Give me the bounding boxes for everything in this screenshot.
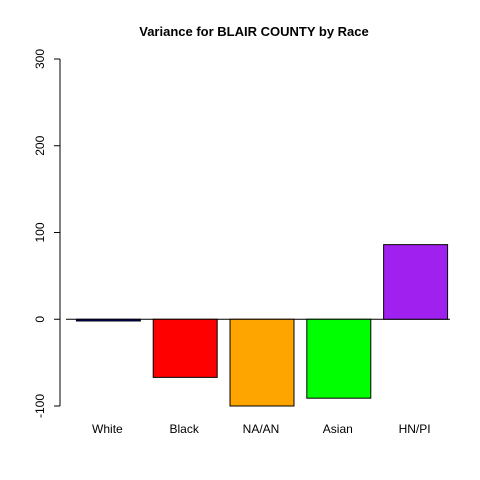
x-tick-label: White bbox=[92, 422, 123, 436]
bar-asian bbox=[306, 318, 372, 399]
y-tick-label: 300 bbox=[33, 49, 47, 69]
bar-na-an bbox=[229, 318, 295, 407]
x-axis-labels: White Black NA/AN Asian HN/PI bbox=[92, 422, 431, 436]
bar-hn-pi bbox=[383, 244, 449, 320]
chart-title: Variance for BLAIR COUNTY by Race bbox=[139, 24, 369, 39]
bars bbox=[75, 244, 449, 407]
y-tick-label: 100 bbox=[33, 222, 47, 242]
bar-white bbox=[75, 318, 141, 322]
bar-black bbox=[152, 318, 218, 378]
y-tick-label: 200 bbox=[33, 135, 47, 155]
y-tick-label: 0 bbox=[33, 316, 47, 323]
x-tick-label: Asian bbox=[323, 422, 353, 436]
x-tick-label: NA/AN bbox=[243, 422, 280, 436]
x-tick-label: HN/PI bbox=[399, 422, 431, 436]
y-tick-label: -100 bbox=[33, 394, 47, 418]
x-tick-label: Black bbox=[170, 422, 200, 436]
